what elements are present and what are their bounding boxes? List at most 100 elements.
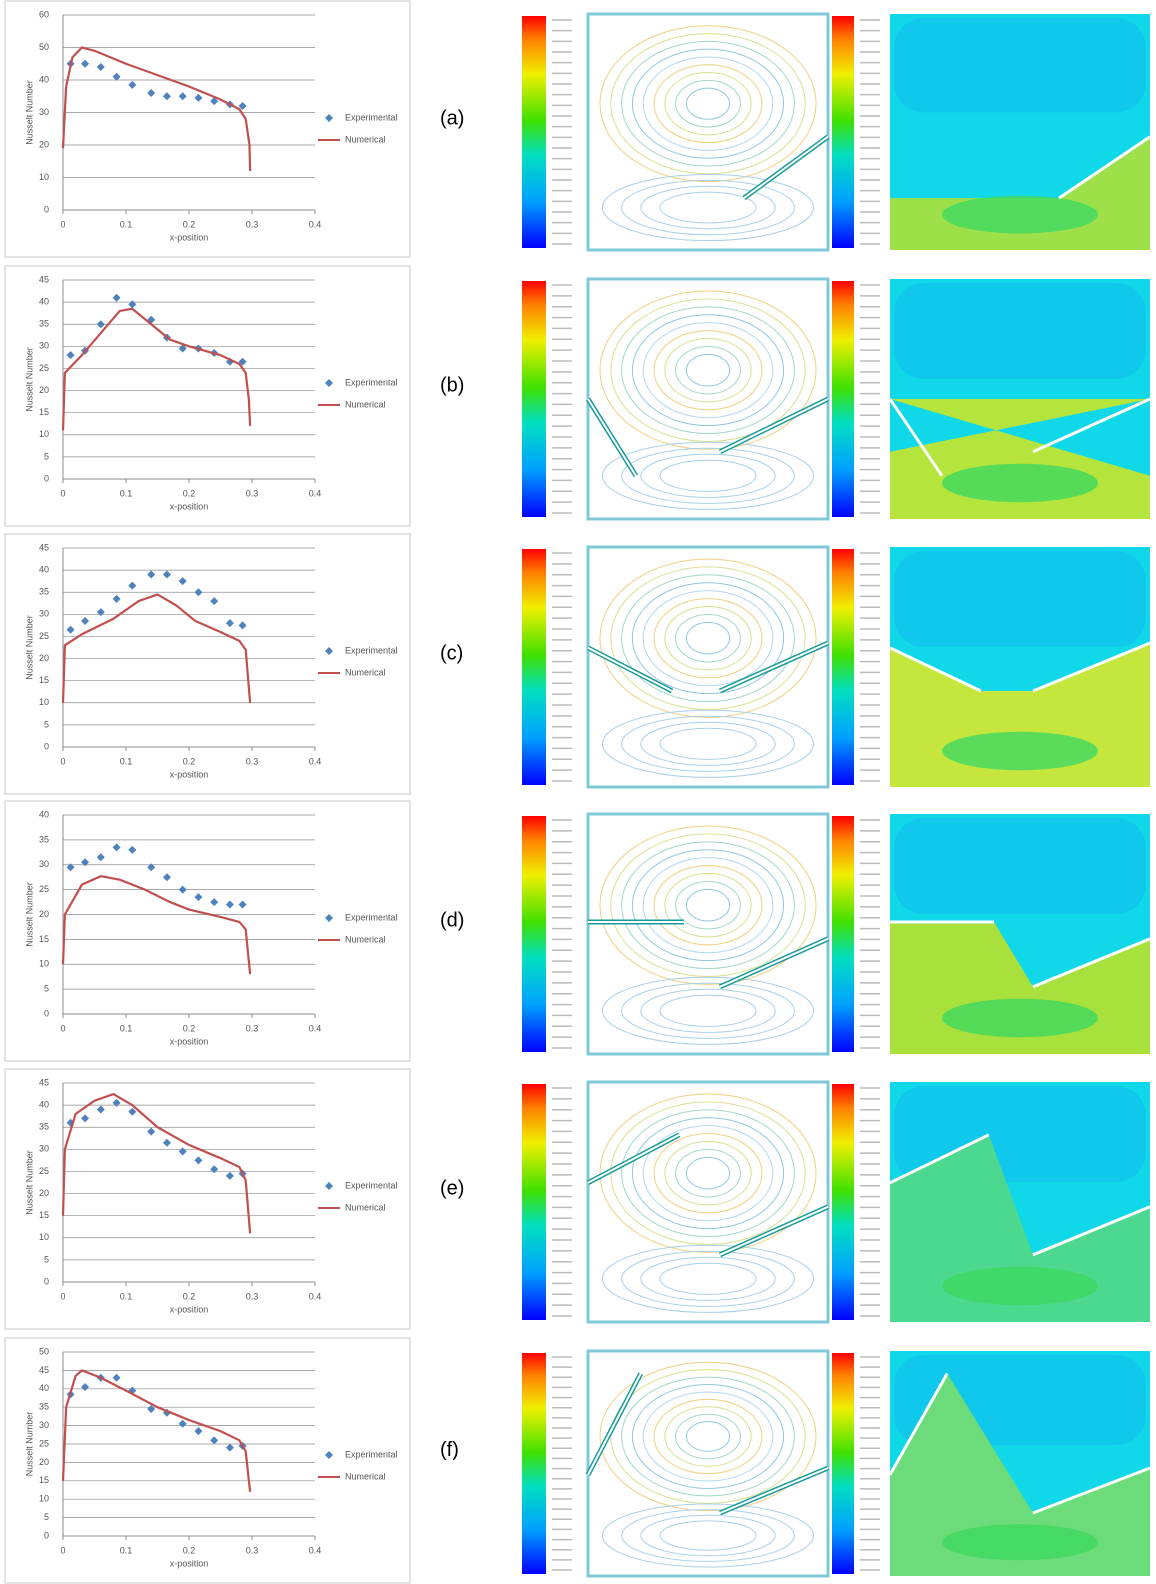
y-tick-label: 10	[39, 1232, 49, 1242]
legend-marker	[325, 1182, 333, 1190]
baffle	[719, 398, 829, 453]
y-tick-label: 45	[39, 1077, 49, 1087]
chart-frame	[4, 1337, 411, 1584]
streamline	[601, 441, 815, 510]
chart-frame	[4, 265, 411, 527]
experimental-point	[178, 1147, 187, 1156]
y-tick-label: 45	[39, 274, 49, 284]
y-tick-label: 40	[39, 564, 49, 574]
streamline	[642, 1391, 774, 1482]
experimental-point	[112, 843, 121, 852]
y-tick-label: 20	[39, 909, 49, 919]
y-tick-label: 5	[44, 1512, 49, 1522]
streamline	[621, 715, 795, 772]
x-axis-title: x-position	[170, 1558, 209, 1568]
y-tick-label: 30	[39, 107, 49, 117]
experimental-point	[225, 900, 234, 909]
y-tick-label: 5	[44, 1254, 49, 1264]
experimental-point	[194, 93, 203, 102]
x-tick-label: 0	[60, 488, 65, 498]
legend-label: Experimental	[345, 912, 398, 922]
streamline	[621, 1376, 795, 1497]
x-axis-title: x-position	[170, 501, 209, 511]
numerical-line	[61, 1369, 252, 1492]
streamline	[642, 1125, 774, 1222]
experimental-point	[210, 597, 219, 606]
y-tick-label: 35	[39, 319, 49, 329]
y-axis-title: Nusselt Number	[24, 1150, 34, 1215]
experimental-point	[112, 293, 121, 302]
y-tick-label: 0	[44, 741, 49, 751]
streamline	[610, 833, 806, 977]
streamline	[664, 1141, 752, 1206]
streamline	[621, 306, 795, 435]
x-tick-label: 0.1	[120, 488, 133, 498]
experimental-point	[81, 858, 90, 867]
experimental-point	[112, 1373, 121, 1382]
streamline	[685, 353, 731, 387]
colorbar	[832, 281, 854, 517]
contour-mid	[942, 1266, 1098, 1306]
y-tick-label: 10	[39, 429, 49, 439]
x-axis-title: x-position	[170, 1036, 209, 1046]
legend-label: Numerical	[345, 1471, 386, 1481]
contour-mid	[942, 195, 1098, 234]
streamline	[659, 459, 757, 492]
streamline	[653, 1133, 763, 1214]
chart-frame	[4, 533, 411, 795]
legend-label: Experimental	[345, 112, 398, 122]
x-tick-label: 0.3	[246, 1291, 259, 1301]
y-tick-label: 10	[39, 1494, 49, 1504]
streamline	[601, 173, 815, 242]
streamline	[659, 727, 757, 760]
y-axis-title: Nusselt Number	[24, 882, 34, 947]
streamline	[631, 1117, 785, 1230]
panel-label: (b)	[440, 374, 464, 396]
colorbar	[832, 1353, 854, 1574]
x-tick-label: 0.2	[183, 1291, 196, 1301]
y-tick-label: 15	[39, 675, 49, 685]
baffle	[587, 1373, 642, 1476]
experimental-point	[210, 1165, 219, 1174]
x-tick-label: 0.4	[309, 756, 322, 766]
streamline	[659, 1262, 757, 1295]
colorbar	[522, 16, 546, 248]
contour-top	[894, 283, 1146, 379]
colorbar	[522, 1353, 546, 1574]
y-tick-label: 0	[44, 1276, 49, 1286]
streamline	[640, 721, 776, 766]
experimental-point	[194, 1427, 203, 1436]
streamline	[621, 574, 795, 703]
x-tick-label: 0.4	[309, 488, 322, 498]
x-tick-label: 0.1	[120, 1023, 133, 1033]
experimental-point	[147, 863, 156, 872]
streamline	[599, 25, 817, 183]
streamline	[685, 888, 731, 922]
streamline-panel	[586, 12, 830, 252]
experimental-point	[81, 59, 90, 68]
y-tick-label: 25	[39, 884, 49, 894]
streamline	[621, 179, 795, 236]
streamline	[610, 1369, 806, 1504]
baffle	[719, 1205, 829, 1256]
y-tick-label: 40	[39, 809, 49, 819]
experimental-point	[178, 1419, 187, 1428]
x-tick-label: 0.3	[246, 756, 259, 766]
y-tick-label: 30	[39, 609, 49, 619]
x-tick-label: 0.2	[183, 1545, 196, 1555]
contour-mid	[942, 1524, 1098, 1561]
x-tick-label: 0	[60, 756, 65, 766]
streamline	[621, 841, 795, 970]
numerical-line	[61, 46, 252, 172]
streamline	[631, 1384, 785, 1489]
contour-top	[894, 551, 1146, 647]
experimental-point	[66, 625, 75, 634]
x-axis-title: x-position	[170, 769, 209, 779]
experimental-point	[128, 80, 137, 89]
streamline	[675, 79, 741, 128]
y-tick-label: 20	[39, 653, 49, 663]
experimental-point	[178, 885, 187, 894]
baffle	[888, 1372, 949, 1476]
